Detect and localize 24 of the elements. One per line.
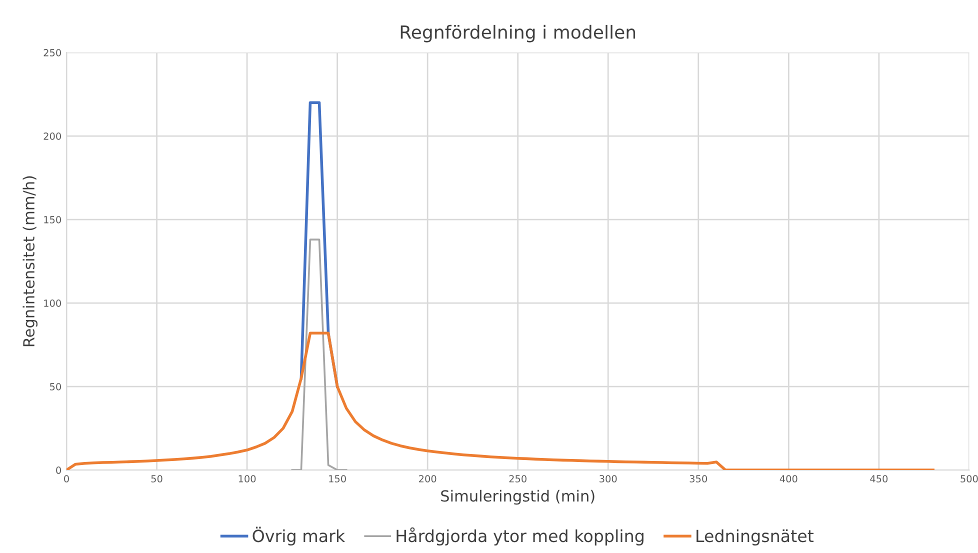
y-tick-label: 0 xyxy=(56,466,61,474)
line-series xyxy=(66,332,934,470)
x-tick-label: 200 xyxy=(419,475,436,482)
legend-label: Övrig mark xyxy=(252,526,346,546)
x-tick-label: 400 xyxy=(780,475,798,482)
x-tick-label: 100 xyxy=(238,475,256,482)
chart-title: Regnfördelning i modellen xyxy=(400,24,636,42)
x-tick-label: 350 xyxy=(690,475,708,482)
legend-label: Hårdgjorda ytor med koppling xyxy=(396,527,644,546)
y-tick-label: 50 xyxy=(50,383,61,390)
x-tick-label: 0 xyxy=(64,475,69,482)
x-tick-label: 50 xyxy=(151,475,162,482)
y-tick-label: 250 xyxy=(44,49,61,56)
y-tick-label: 200 xyxy=(44,132,61,140)
x-tick-label: 150 xyxy=(329,475,346,482)
x-tick-label: 300 xyxy=(600,475,617,482)
legend-label: Ledningsnätet xyxy=(696,529,814,546)
x-axis-title: Simuleringstid (min) xyxy=(441,490,594,505)
x-tick-label: 500 xyxy=(960,475,978,482)
y-tick-label: 100 xyxy=(44,300,61,307)
x-tick-label: 450 xyxy=(870,475,888,482)
y-tick-label: 150 xyxy=(44,216,61,224)
x-tick-label: 250 xyxy=(509,475,526,482)
y-axis-title: Regnintensitet (mm/h) xyxy=(22,176,38,346)
